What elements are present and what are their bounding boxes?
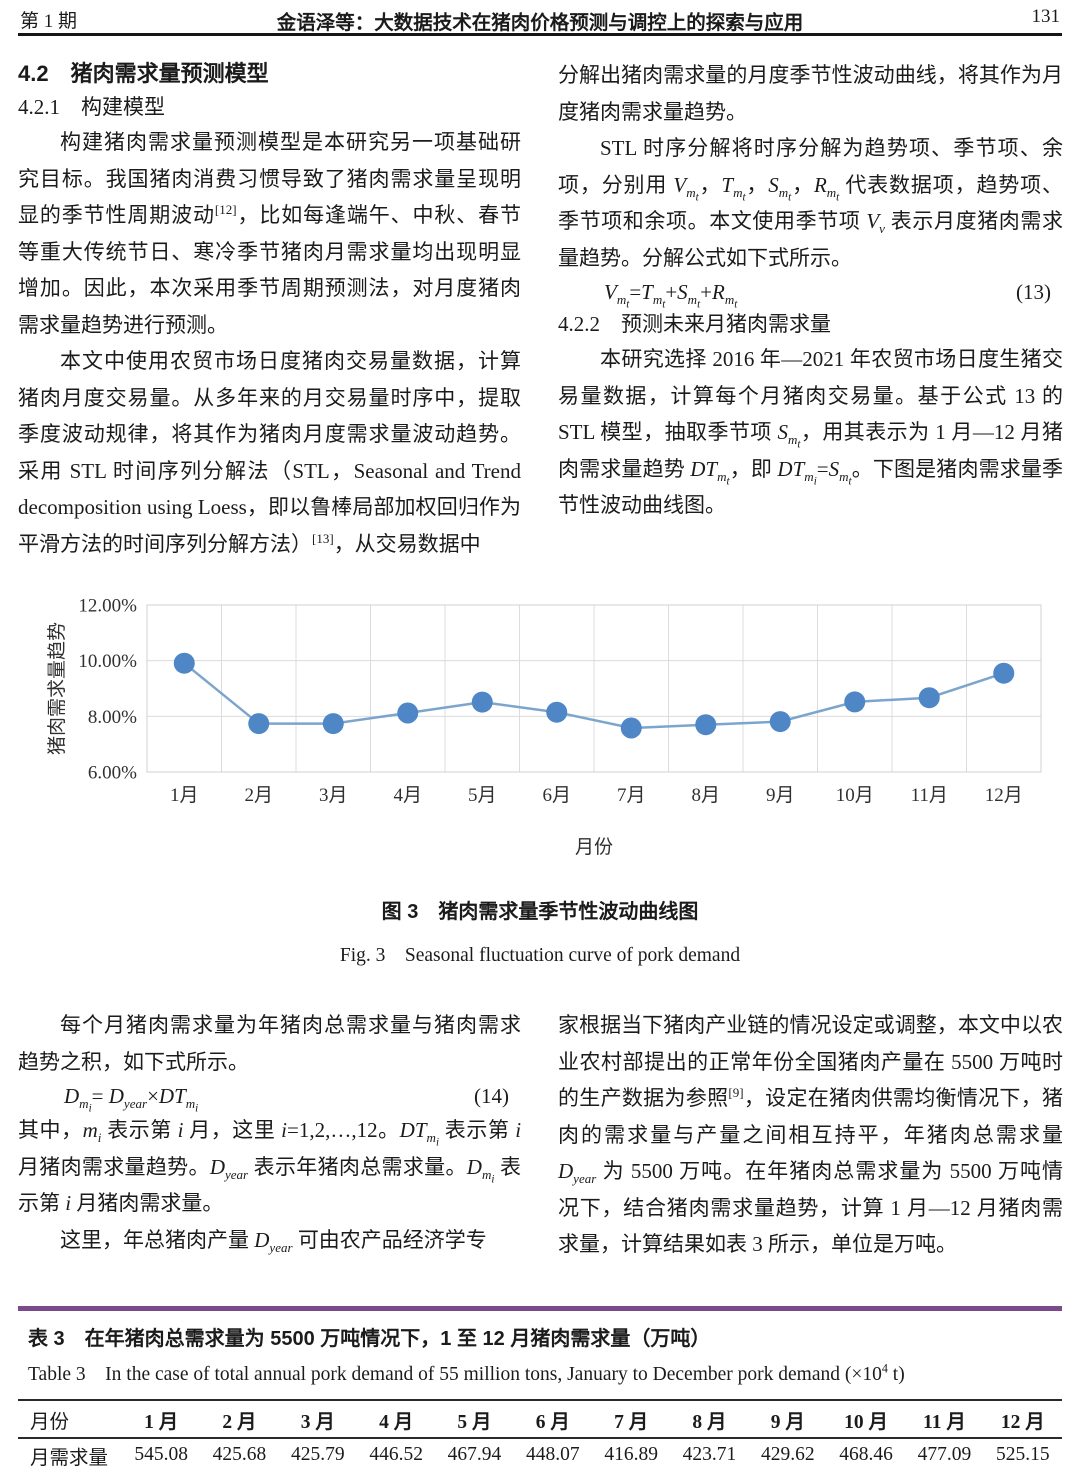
table-header-cell: 1 月 xyxy=(144,1411,179,1433)
equation-14: Dmi= Dyear×DTmi (14) xyxy=(18,1080,521,1115)
table-header-cell: 7 月 xyxy=(614,1411,649,1433)
paragraph: 本研究选择 2016 年—2021 年农贸市场日度生猪交易量数据，计算每个月猪肉… xyxy=(558,347,1064,517)
table-header-cell: 6 月 xyxy=(535,1411,570,1433)
x-axis-title: 月份 xyxy=(574,837,613,858)
table-header-cell: 月份 xyxy=(30,1411,70,1433)
page-number: 131 xyxy=(1031,6,1061,27)
equation-14-number: (14) xyxy=(474,1084,509,1108)
table-head-rule xyxy=(18,1399,1062,1401)
running-title: 金语泽等：大数据技术在猪肉价格预测与调控上的探索与应用 xyxy=(276,12,804,34)
table-header-cell: 5 月 xyxy=(457,1411,492,1433)
table-cell: 545.08 xyxy=(134,1444,188,1465)
table-header-row: 月份 1 月 2 月 3 月 4 月 5 月 6 月 7 月 8 月 9 月 1… xyxy=(18,1401,1062,1437)
x-tick-label: 12月 xyxy=(985,785,1023,806)
table-header-cell: 11 月 xyxy=(923,1411,966,1433)
y-tick-label: 6.00% xyxy=(88,763,137,784)
page-header: 第 1 期 金语泽等：大数据技术在猪肉价格预测与调控上的探索与应用 131 xyxy=(18,6,1062,34)
table-cell: 467.94 xyxy=(447,1444,502,1465)
equation-13-number: (13) xyxy=(1016,280,1051,304)
data-point xyxy=(620,717,642,739)
paragraph: 其中，mi 表示第 i 月，这里 i=1,2,…,12。DTmi 表示第 i 月… xyxy=(18,1118,522,1215)
y-tick-label: 10.00% xyxy=(78,651,137,672)
x-tick-label: 2月 xyxy=(244,785,273,806)
table-cell: 525.15 xyxy=(995,1444,1050,1465)
table-cell: 425.79 xyxy=(291,1444,345,1465)
table-caption-en: Table 3 In the case of total annual pork… xyxy=(28,1361,905,1385)
paragraph: 构建猪肉需求量预测模型是本研究另一项基础研究目标。我国猪肉消费习惯导致了猪肉需求… xyxy=(18,130,522,337)
table-top-rule xyxy=(18,1306,1062,1311)
equation-13: Vmt=Tmt+Smt+Rmt (13) xyxy=(558,276,1063,311)
data-point xyxy=(248,713,270,735)
journal-issue: 第 1 期 xyxy=(20,11,78,32)
equation-13-body: Vmt=Tmt+Smt+Rmt xyxy=(604,280,738,311)
table-cell: 446.52 xyxy=(369,1444,423,1465)
table-header-cell: 9 月 xyxy=(770,1411,805,1433)
x-tick-label: 11月 xyxy=(911,785,948,806)
right-column-bottom: 家根据当下猪肉产业链的情况设定或调整，本文中以农业农村部提出的正常年份全国猪肉产… xyxy=(558,1007,1063,1263)
table-header-cell: 12 月 xyxy=(1000,1411,1045,1433)
table-cell: 425.68 xyxy=(212,1444,267,1465)
x-tick-label: 8月 xyxy=(691,785,720,806)
data-point xyxy=(173,652,195,674)
table-header-cell: 8 月 xyxy=(692,1411,727,1433)
data-point xyxy=(918,687,940,709)
x-tick-label: 10月 xyxy=(836,785,874,806)
section-heading-4-2-1: 4.2.1 构建模型 xyxy=(18,95,165,119)
table-cell: 423.71 xyxy=(682,1444,737,1465)
paragraph: STL 时序分解将时序分解为趋势项、季节项、余项，分别用 Vmt，Tmt，Smt… xyxy=(558,136,1064,270)
table-header-cell: 10 月 xyxy=(844,1411,889,1433)
data-point xyxy=(695,714,717,736)
table-cell: 416.89 xyxy=(604,1444,658,1465)
table-3: 表 3 在年猪肉总需求量为 5500 万吨情况下，1 至 12 月猪肉需求量（万… xyxy=(18,1306,1062,1471)
data-point xyxy=(546,701,568,723)
figure-caption-en: Fig. 3 Seasonal fluctuation curve of por… xyxy=(339,945,741,966)
table-caption-zh: 表 3 在年猪肉总需求量为 5500 万吨情况下，1 至 12 月猪肉需求量（万… xyxy=(28,1328,711,1350)
table-row-label: 月需求量 xyxy=(30,1447,109,1469)
x-tick-label: 7月 xyxy=(617,785,646,806)
header-rule xyxy=(18,33,1062,36)
plot-border xyxy=(146,604,1042,773)
y-axis-title: 猪肉需求量趋势 xyxy=(46,622,68,755)
data-point xyxy=(471,691,493,713)
equation-14-body: Dmi= Dyear×DTmi xyxy=(64,1084,199,1115)
paragraph: 这里，年总猪肉产量 Dyear 可由农产品经济学专 xyxy=(60,1227,487,1255)
data-point xyxy=(769,711,791,733)
paragraph: 家根据当下猪肉产业链的情况设定或调整，本文中以农业农村部提出的正常年份全国猪肉产… xyxy=(558,1013,1064,1256)
table-cell: 429.62 xyxy=(760,1444,815,1465)
x-tick-label: 9月 xyxy=(766,785,795,806)
x-tick-label: 3月 xyxy=(319,785,348,806)
table-cell: 448.07 xyxy=(525,1444,580,1465)
left-column-top: 4.2 猪肉需求量预测模型 4.2.1 构建模型 构建猪肉需求量预测模型是本研究… xyxy=(18,57,521,562)
series-line xyxy=(183,662,1005,730)
left-column-bottom: 每个月猪肉需求量为年猪肉总需求量与猪肉需求趋势之积，如下式所示。 Dmi= Dy… xyxy=(18,1007,521,1258)
table-header-cell: 2 月 xyxy=(222,1411,257,1433)
paragraph: 分解出猪肉需求量的月度季节性波动曲线，将其作为月度猪肉需求量趋势。 xyxy=(558,63,1063,124)
table-header-cell: 4 月 xyxy=(379,1411,414,1433)
y-tick-label: 8.00% xyxy=(88,707,137,728)
right-column-top: 分解出猪肉需求量的月度季节性波动曲线，将其作为月度猪肉需求量趋势。 STL 时序… xyxy=(558,57,1063,524)
section-heading-4-2-2: 4.2.2 预测未来月猪肉需求量 xyxy=(558,312,831,336)
data-point xyxy=(397,702,419,724)
table-cell: 477.09 xyxy=(917,1444,972,1465)
data-point xyxy=(844,691,866,713)
fig3-line-chart: 6.00% 8.00% 10.00% 12.00% 1月 2月 3月 4月 5月 6月 7月 8月 9月… xyxy=(46,596,1042,806)
table-header-cell: 3 月 xyxy=(300,1411,335,1433)
table-mid-rule xyxy=(18,1437,1062,1439)
table-data-row: 月需求量 545.08 425.68 425.79 446.52 467.94 … xyxy=(18,1439,1062,1471)
paragraph: 每个月猪肉需求量为年猪肉总需求量与猪肉需求趋势之积，如下式所示。 xyxy=(18,1013,521,1074)
x-tick-label: 4月 xyxy=(393,785,422,806)
paragraph: 本文中使用农贸市场日度猪肉交易量数据，计算猪肉月度交易量。从多年来的月交易量时序… xyxy=(18,349,521,556)
y-tick-label: 12.00% xyxy=(78,596,137,617)
x-tick-label: 5月 xyxy=(468,785,497,806)
data-point xyxy=(993,662,1015,684)
data-point xyxy=(322,713,344,735)
figure-3: 6.00% 8.00% 10.00% 12.00% 1月 2月 3月 4月 5月 6月 7月 8月 9月… xyxy=(0,580,1080,985)
table-cell: 468.46 xyxy=(839,1444,893,1465)
section-heading-4-2: 4.2 猪肉需求量预测模型 xyxy=(18,61,269,86)
x-tick-label: 1月 xyxy=(170,785,199,806)
x-tick-label: 6月 xyxy=(542,785,571,806)
figure-caption-zh: 图 3 猪肉需求量季节性波动曲线图 xyxy=(381,901,699,923)
